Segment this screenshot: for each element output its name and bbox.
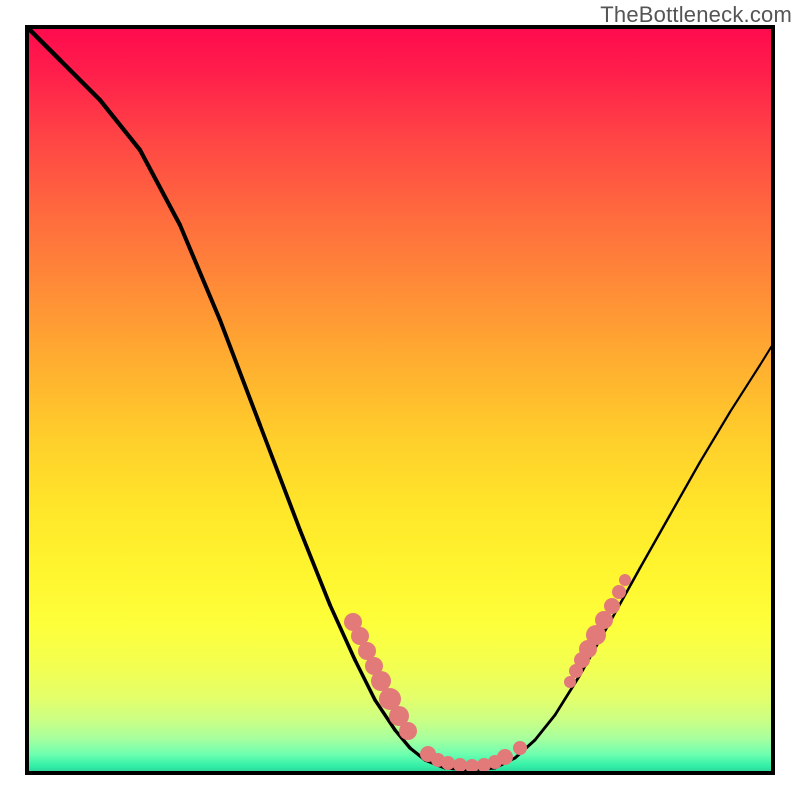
marker-point xyxy=(619,574,631,586)
marker-point xyxy=(497,749,513,765)
chart-container: TheBottleneck.com xyxy=(0,0,800,800)
marker-point xyxy=(604,598,620,614)
marker-point xyxy=(612,585,626,599)
marker-point xyxy=(513,741,527,755)
marker-point xyxy=(371,671,391,691)
marker-point xyxy=(453,758,467,772)
chart-svg xyxy=(0,0,800,800)
marker-point xyxy=(465,759,479,773)
marker-point xyxy=(564,676,576,688)
plot-background xyxy=(27,27,773,773)
marker-point xyxy=(399,722,417,740)
marker-point xyxy=(441,756,455,770)
